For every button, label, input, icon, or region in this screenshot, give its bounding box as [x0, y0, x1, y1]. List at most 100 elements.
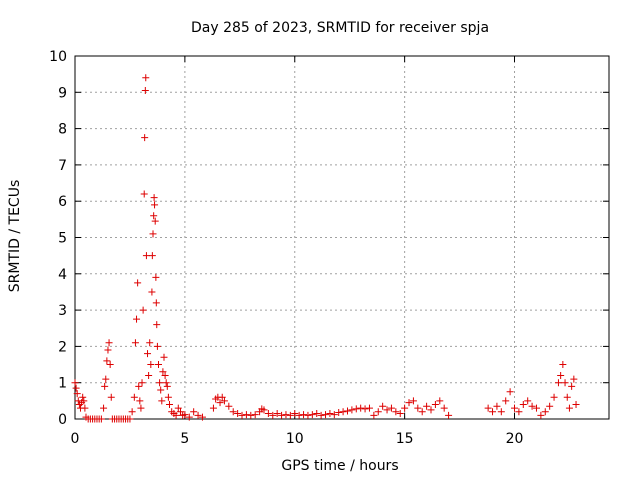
data-point	[151, 217, 159, 225]
data-point	[142, 74, 150, 82]
y-tick-label: 1	[58, 376, 67, 392]
data-point	[218, 393, 226, 401]
data-point	[370, 411, 378, 419]
data-point	[162, 379, 170, 387]
data-point	[269, 411, 277, 419]
data-point	[511, 404, 519, 412]
data-point	[130, 393, 138, 401]
data-point	[138, 379, 146, 387]
data-point	[348, 406, 356, 414]
data-point	[570, 375, 578, 383]
data-point	[161, 371, 169, 379]
data-point	[554, 379, 562, 387]
data-point	[515, 408, 523, 416]
chart-title: Day 285 of 2023, SRMTID for receiver spj…	[191, 20, 489, 36]
data-point	[137, 404, 145, 412]
y-tick-label: 6	[58, 194, 67, 210]
data-point	[343, 407, 351, 415]
data-point	[572, 400, 580, 408]
data-point	[141, 86, 149, 94]
data-point	[194, 411, 202, 419]
data-point	[106, 361, 114, 369]
data-point	[291, 410, 299, 418]
data-points	[71, 74, 580, 423]
data-point	[493, 402, 501, 410]
data-point	[148, 252, 156, 260]
y-tick-label: 2	[58, 339, 67, 355]
data-point	[216, 399, 224, 407]
data-point	[278, 411, 286, 419]
data-point	[97, 415, 105, 423]
data-point	[387, 404, 395, 412]
data-point	[152, 299, 160, 307]
data-point	[101, 382, 109, 390]
data-point	[160, 353, 168, 361]
data-point	[484, 404, 492, 412]
data-point	[145, 371, 153, 379]
data-point	[519, 400, 527, 408]
y-tick-label: 8	[58, 122, 67, 138]
data-point	[225, 402, 233, 410]
data-point	[190, 408, 198, 416]
data-point	[317, 411, 325, 419]
data-point	[559, 361, 567, 369]
data-point	[141, 134, 149, 142]
data-point	[313, 410, 321, 418]
y-tick-label: 9	[58, 85, 67, 101]
data-point	[502, 397, 510, 405]
data-point	[427, 406, 435, 414]
data-point	[148, 288, 156, 296]
data-point	[423, 402, 431, 410]
data-point	[365, 404, 373, 412]
data-point	[79, 393, 87, 401]
data-point	[134, 279, 142, 287]
tick-labels: 0 1 2 3 4 5 6 7 8 9 10 0 5 10 15 20	[49, 49, 523, 447]
data-point	[374, 408, 382, 416]
y-tick-label: 0	[58, 412, 67, 428]
data-point	[541, 408, 549, 416]
data-point	[133, 315, 141, 323]
data-point	[528, 402, 536, 410]
data-point	[151, 201, 159, 209]
data-point	[308, 411, 316, 419]
y-tick-label: 7	[58, 158, 67, 174]
data-point	[80, 397, 88, 405]
data-point	[361, 405, 369, 413]
data-point	[335, 408, 343, 416]
data-point	[164, 393, 172, 401]
y-tick-label: 3	[58, 303, 67, 319]
data-point	[436, 397, 444, 405]
data-point	[352, 405, 360, 413]
data-point	[105, 339, 113, 347]
data-point	[322, 411, 330, 419]
data-point	[149, 230, 157, 238]
data-point	[126, 415, 134, 423]
data-point	[401, 404, 409, 412]
data-point	[379, 402, 387, 410]
x-tick-label: 10	[286, 431, 304, 447]
data-point	[135, 382, 143, 390]
data-point	[557, 371, 565, 379]
data-point	[247, 411, 255, 419]
data-point	[157, 386, 165, 394]
data-point	[273, 410, 281, 418]
data-point	[104, 346, 112, 354]
data-point	[565, 404, 573, 412]
y-tick-label: 5	[58, 231, 67, 247]
x-tick-label: 15	[396, 431, 414, 447]
data-point	[546, 402, 554, 410]
data-point	[286, 411, 294, 419]
data-point	[229, 408, 237, 416]
data-point	[103, 357, 111, 365]
data-point	[409, 397, 417, 405]
data-point	[524, 397, 532, 405]
data-point	[251, 411, 259, 419]
data-point	[242, 411, 250, 419]
data-point	[100, 404, 108, 412]
data-point	[174, 404, 182, 412]
data-point	[150, 194, 158, 202]
data-point	[128, 408, 136, 416]
data-point	[532, 404, 540, 412]
data-point	[537, 411, 545, 419]
